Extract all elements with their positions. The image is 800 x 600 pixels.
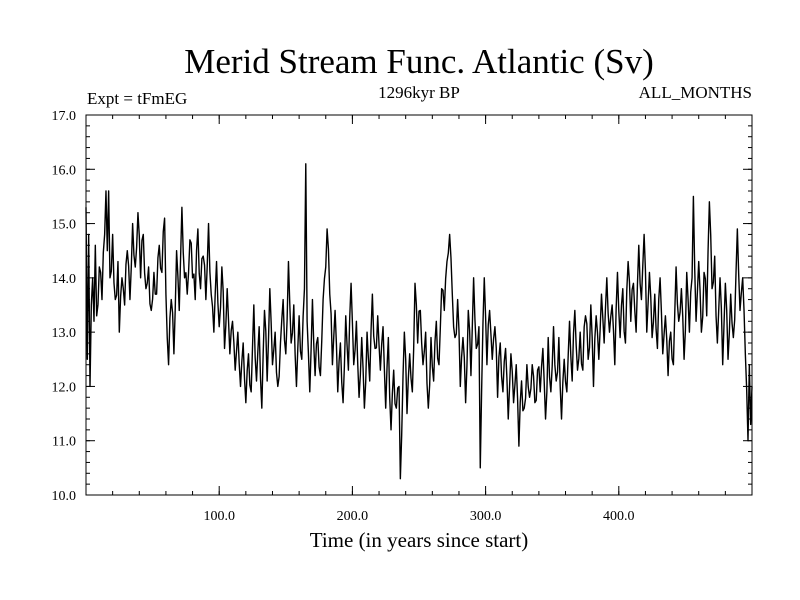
x-axis-tick-labels: 100.0 200.0 300.0 400.0 xyxy=(203,509,634,524)
experiment-label: Expt = tFmEG xyxy=(87,89,187,108)
y-tick-label: 16.0 xyxy=(52,163,77,178)
x-tick-label: 200.0 xyxy=(337,509,369,524)
period-label: 1296kyr BP xyxy=(378,83,460,102)
y-tick-label: 15.0 xyxy=(52,218,77,233)
months-label: ALL_MONTHS xyxy=(639,83,752,102)
x-tick-label: 300.0 xyxy=(470,509,502,524)
y-tick-label: 10.0 xyxy=(52,489,77,504)
y-tick-label: 12.0 xyxy=(52,380,77,395)
data-line xyxy=(85,163,753,480)
x-tick-label: 400.0 xyxy=(603,509,635,524)
plot-frame xyxy=(85,114,753,496)
y-tick-label: 13.0 xyxy=(52,326,77,341)
y-tick-label: 11.0 xyxy=(52,435,76,450)
y-tick-label: 14.0 xyxy=(52,272,77,287)
x-tick-label: 100.0 xyxy=(203,509,235,524)
y-axis-tick-labels: 10.0 11.0 12.0 13.0 14.0 15.0 16.0 17.0 xyxy=(52,109,77,504)
chart-title: Merid Stream Func. Atlantic (Sv) xyxy=(184,42,654,81)
y-tick-label: 17.0 xyxy=(52,109,77,124)
x-axis-label: Time (in years since start) xyxy=(310,528,529,552)
